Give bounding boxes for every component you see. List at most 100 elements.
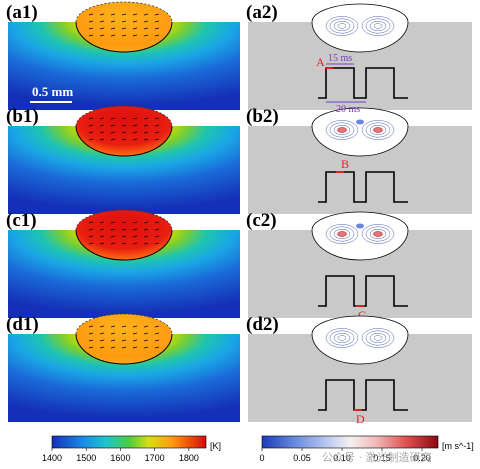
vortex-streamline	[369, 228, 387, 240]
velocity-arrow	[132, 228, 138, 231]
velocity-vectors	[88, 13, 160, 37]
colorbar-tick-label: 1800	[179, 453, 199, 463]
high-velocity-zone	[373, 127, 383, 133]
streamlines	[325, 223, 395, 244]
velocity-arrow	[99, 339, 105, 342]
velocity-arrow	[154, 13, 160, 16]
vortex-streamline	[329, 330, 355, 346]
velocity-arrow	[143, 221, 149, 224]
temperature-colorbar: 1400 1500 1600 1700 1800 [K]	[42, 435, 221, 463]
velocity-arrow	[110, 27, 116, 30]
period-label: 20 ms	[336, 104, 360, 115]
velocity-arrow	[110, 339, 116, 342]
vortex-streamline	[325, 120, 359, 140]
panel-label: (a2)	[246, 2, 278, 23]
temperature-panel: (b1)	[6, 105, 240, 214]
velocity-arrow	[154, 228, 160, 231]
velocity-arrow	[143, 20, 149, 23]
velocity-arrow	[121, 346, 127, 349]
vortex-streamline	[361, 16, 395, 36]
velocity-arrow	[99, 221, 105, 224]
free-surface	[75, 1, 173, 23]
velocity-arrow	[132, 346, 138, 349]
vortex-streamline	[329, 122, 355, 138]
vortex-streamline	[329, 18, 355, 34]
vortex-streamline	[373, 335, 383, 341]
velocity-arrow	[121, 221, 127, 224]
melt-pool	[312, 108, 408, 156]
velocity-arrow	[132, 339, 138, 342]
velocity-arrow	[110, 117, 116, 120]
velocity-arrow	[99, 325, 105, 328]
temperature-panel: (a1)	[6, 1, 240, 110]
vortex-streamline	[365, 330, 391, 346]
velocity-arrow	[132, 117, 138, 120]
vortex-streamline	[361, 120, 395, 140]
velocity-arrow	[132, 27, 138, 30]
velocity-arrow	[121, 20, 127, 23]
panel-label: (c2)	[246, 210, 277, 231]
velocity-arrow	[154, 346, 160, 349]
velocity-arrow	[88, 242, 94, 245]
free-surface	[75, 105, 173, 127]
velocity-arrow	[110, 242, 116, 245]
velocity-arrow	[121, 27, 127, 30]
velocity-arrow	[154, 332, 160, 335]
velocity-arrow	[99, 27, 105, 30]
velocity-arrow	[143, 27, 149, 30]
velocity-arrow	[132, 34, 138, 37]
velocity-arrow	[132, 242, 138, 245]
high-velocity-zone	[337, 127, 347, 133]
vortex-streamline	[325, 328, 359, 348]
panel-label: (d2)	[246, 314, 279, 335]
velocity-arrow	[121, 117, 127, 120]
velocity-arrow	[121, 339, 127, 342]
velocity-arrow	[154, 124, 160, 127]
colorbar-gradient	[261, 435, 439, 449]
velocity-arrow	[88, 346, 94, 349]
velocity-arrow	[121, 124, 127, 127]
velocity-arrow	[88, 138, 94, 141]
velocity-arrow	[88, 34, 94, 37]
velocity-arrow	[88, 20, 94, 23]
velocity-arrow	[132, 131, 138, 134]
fusion-line	[75, 21, 173, 53]
temperature-panel: (c1)	[6, 209, 240, 318]
velocity-arrow	[99, 20, 105, 23]
fusion-line	[75, 125, 173, 157]
velocity-arrow	[99, 228, 105, 231]
melt-pool	[312, 212, 408, 260]
velocity-arrow	[88, 228, 94, 231]
velocity-arrow	[143, 235, 149, 238]
fusion-line	[75, 333, 173, 365]
velocity-arrow	[88, 27, 94, 30]
high-velocity-zone	[356, 223, 364, 229]
colorbar-tick-label: 0.10	[333, 453, 351, 463]
vortex-streamline	[361, 224, 395, 244]
pool-outline	[311, 211, 409, 261]
vortex-streamline	[373, 23, 383, 29]
panel-label: (b1)	[6, 106, 39, 127]
time-marker-label: B	[341, 157, 349, 171]
streamlines	[325, 328, 395, 348]
velocity-arrow	[110, 124, 116, 127]
colorbars: 1400 1500 1600 1700 1800 [K] 0 0.05 0.10 0.15 0.20…	[42, 435, 474, 464]
velocity-arrow	[88, 131, 94, 134]
panel-label: (a1)	[6, 2, 38, 23]
velocity-arrow	[110, 221, 116, 224]
colorbar-tick-label: 1500	[76, 453, 96, 463]
velocity-arrow	[121, 332, 127, 335]
velocity-arrow	[143, 34, 149, 37]
velocity-arrow	[132, 13, 138, 16]
vortex-streamline	[333, 228, 351, 240]
velocity-arrow	[132, 325, 138, 328]
pulse-waveform	[318, 67, 408, 99]
vortex-streamline	[369, 20, 387, 32]
colorbar-tick-label: 0.15	[373, 453, 391, 463]
velocity-arrow	[154, 325, 160, 328]
velocity-arrow	[132, 124, 138, 127]
velocity-arrow	[132, 138, 138, 141]
velocity-arrow	[143, 124, 149, 127]
velocity-arrow	[143, 138, 149, 141]
